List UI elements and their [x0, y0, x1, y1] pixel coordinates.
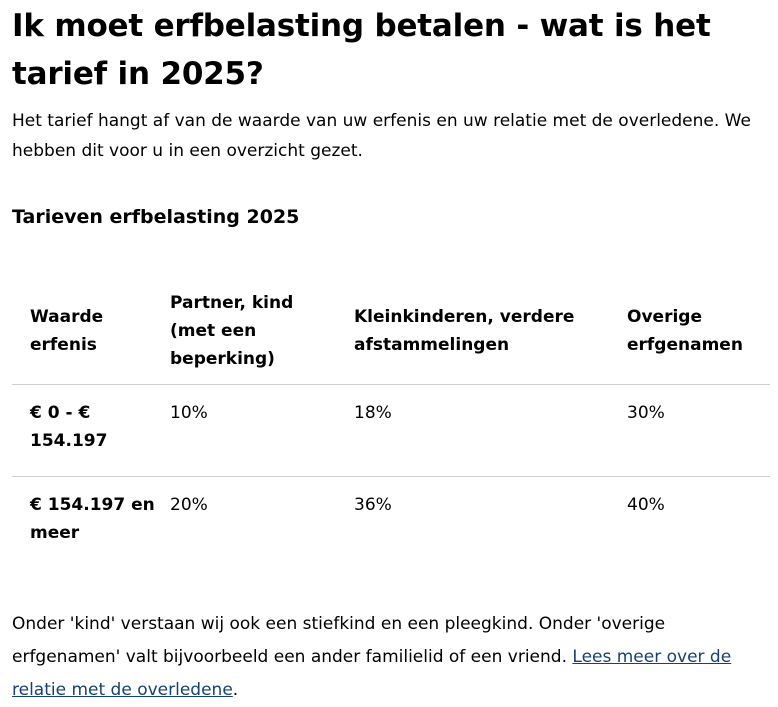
- table-cell-value: € 154.197 en meer: [30, 494, 155, 543]
- table-row: € 154.197 en meer 20% 36% 40%: [12, 476, 770, 564]
- table-cell-rate: 18%: [354, 384, 627, 477]
- table-cell-rate: 30%: [627, 384, 770, 477]
- table-header-row: Waarde erfenis Partner, kind (met een be…: [12, 278, 770, 385]
- tariff-table: Waarde erfenis Partner, kind (met een be…: [12, 278, 770, 564]
- relationship-link[interactable]: Lees meer over de relatie met de overled…: [12, 647, 732, 700]
- table-cell-rate: 10%: [170, 384, 354, 477]
- table-cell-rate: 36%: [354, 494, 392, 515]
- column-header-other-heirs: Overige erfgenamen: [627, 278, 770, 385]
- table-cell-value: € 0 - € 154.197: [12, 384, 170, 477]
- section-title: Tarieven erfbelasting 2025: [12, 206, 300, 228]
- footnote-text: Onder 'kind' verstaan wij ook een stiefk…: [12, 614, 666, 667]
- table-cell-rate: 40%: [627, 494, 665, 515]
- table-row: € 0 - € 154.197 10% 18% 30%: [12, 384, 770, 477]
- column-header-partner-child: Partner, kind (met een beperking): [170, 278, 354, 385]
- intro-text: Het tarief hangt af van de waarde van uw…: [12, 111, 751, 161]
- page-title: Ik moet erfbelasting betalen - wat is he…: [12, 8, 711, 92]
- footnote: Onder 'kind' verstaan wij ook een stiefk…: [12, 608, 762, 707]
- column-header-value: Waarde erfenis: [12, 278, 170, 385]
- table-cell-rate: 20%: [170, 494, 208, 515]
- footnote-period: .: [232, 680, 239, 700]
- column-header-grandchildren: Kleinkinderen, verdere afstammelingen: [354, 278, 627, 385]
